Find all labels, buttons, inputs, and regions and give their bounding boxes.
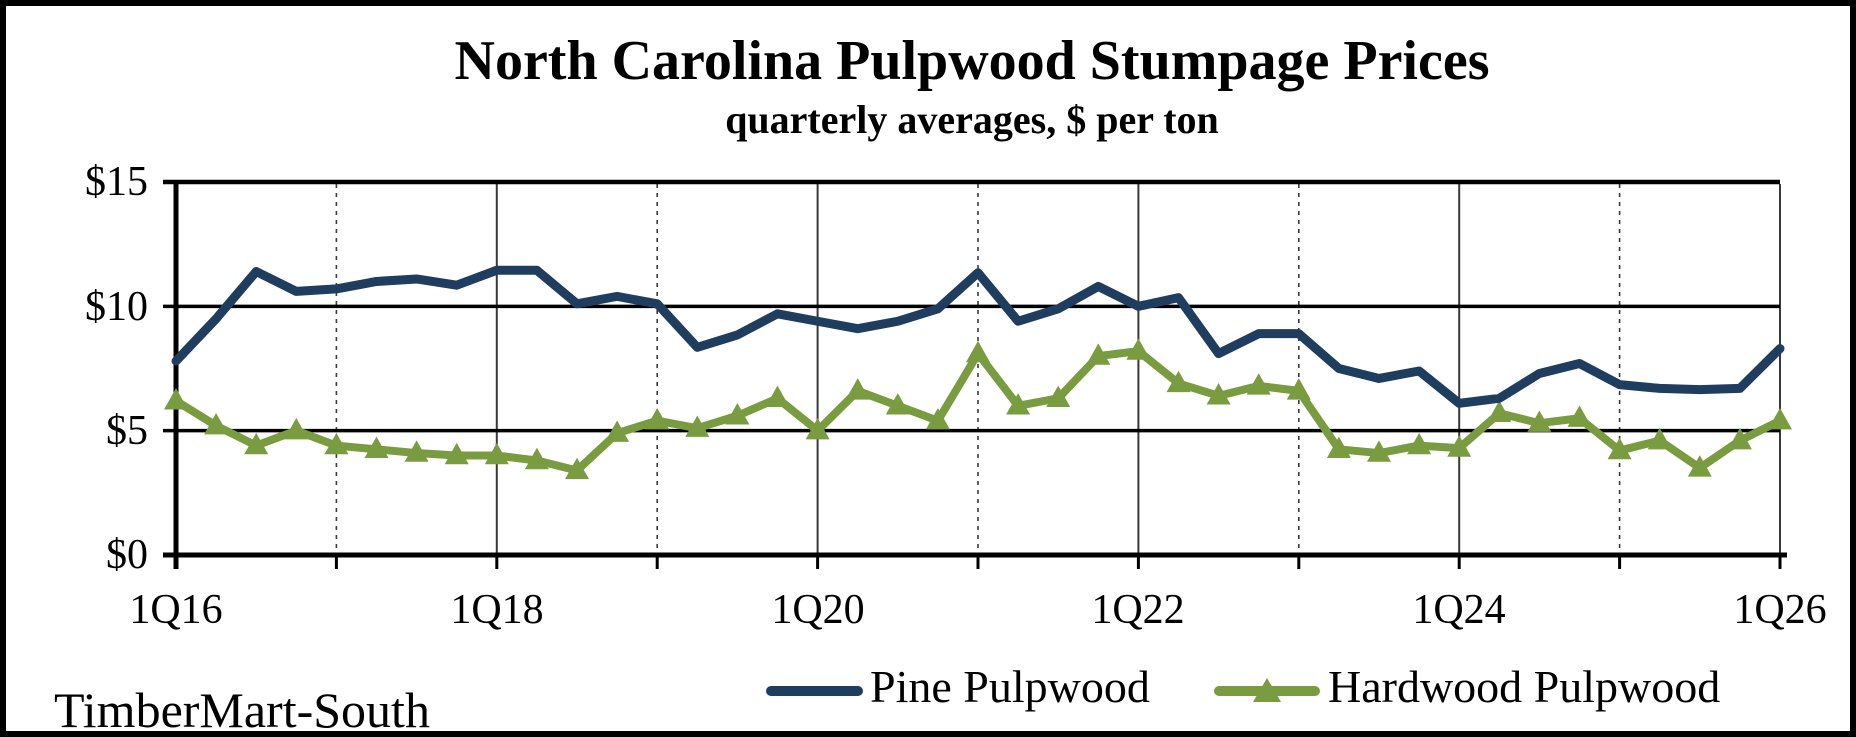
hardwood-triangle-marker [645,408,670,430]
x-axis-label-1q20: 1Q20 [771,587,865,633]
hardwood-triangle-marker [685,415,710,437]
hardwood-triangle-marker [1727,427,1752,450]
y-axis-label-0: $0 [106,532,148,578]
hardwood-triangle-marker [1367,440,1391,462]
horizontal-gridlines [163,304,1780,433]
hardwood-triangle-marker [1487,400,1512,422]
x-axis-label-1q26: 1Q26 [1733,587,1827,633]
hardwood-triangle-marker [484,442,509,465]
hardwood-triangle-marker [885,393,910,415]
hardwood-triangle-marker [1527,410,1552,432]
hardwood-triangle-marker [1166,370,1191,393]
hardwood-triangle-marker [805,417,830,440]
hardwood-triangle-marker [1086,343,1111,365]
hardwood-triangle-marker [1006,393,1031,415]
hardwood-legend-triangle-icon [1253,678,1281,702]
hardwood-triangle-marker [605,420,630,442]
plot-area [163,179,1792,569]
chart-title: North Carolina Pulpwood Stumpage Prices [454,30,1490,92]
hardwood-triangle-marker [1647,427,1672,450]
hardwood-triangle-marker [324,432,349,455]
hardwood-triangle-marker [204,412,229,435]
hardwood-triangle-marker [1567,405,1592,427]
hardwood-triangle-marker [1246,373,1271,395]
hardwood-triangle-marker [1286,378,1311,400]
hardwood-triangle-marker [725,403,750,425]
hardwood-triangle-marker [1687,455,1712,477]
pine-line-path [171,265,1785,408]
hardwood-triangle-marker [565,457,589,480]
hardwood-triangle-marker [284,417,309,440]
hardwood-triangle-marker [164,388,188,410]
hardwood-triangle-marker [966,340,990,363]
hardwood-triangle-marker [444,442,469,465]
hardwood-triangle-marker [1126,338,1151,360]
chart-subtitle: quarterly averages, $ per ton [725,97,1219,142]
pine-legend-label: Pine Pulpwood [870,661,1150,712]
hardwood-legend-label: Hardwood Pulpwood [1328,661,1721,712]
hardwood-triangle-marker [244,432,269,455]
hardwood-triangle-marker [845,378,870,400]
hardwood-series-line [164,338,1792,480]
hardwood-triangle-marker [925,408,950,430]
hardwood-triangle-marker [1447,435,1472,457]
y-axis-label-5: $5 [106,408,148,454]
pine-series-line [171,265,1785,408]
pine-legend-line-swatch [766,686,863,696]
hardwood-triangle-marker [524,447,549,470]
vertical-gridlines [335,184,1781,553]
y-axis-label-10: $10 [85,284,148,330]
hardwood-triangle-marker [765,385,790,408]
source-watermark: TimberMart-South [54,682,430,737]
x-axis-label-1q16: 1Q16 [129,587,223,633]
x-axis-label-1q18: 1Q18 [450,587,544,633]
hardwood-triangle-marker [1046,385,1071,408]
hardwood-triangle-marker [1326,436,1351,459]
hardwood-triangle-marker [1206,383,1231,405]
hardwood-triangle-marker [1607,437,1632,460]
x-axis-label-1q24: 1Q24 [1412,587,1506,633]
hardwood-triangle-marker [1407,432,1432,455]
y-axis-label-15: $15 [85,159,148,205]
hardwood-triangle-marker [364,436,389,459]
hardwood-triangle-marker [1768,408,1792,430]
x-axis-label-1q22: 1Q22 [1091,587,1185,633]
axes [163,179,1787,569]
hardwood-triangle-marker [404,440,429,462]
